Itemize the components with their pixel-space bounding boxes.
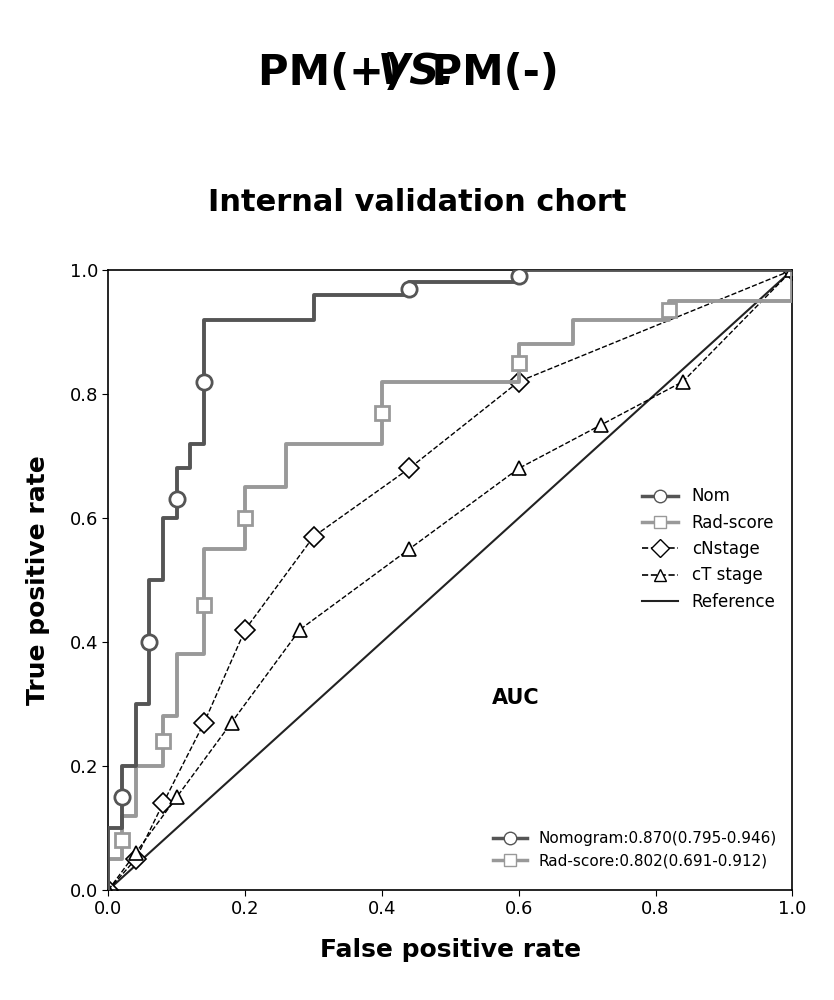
X-axis label: False positive rate: False positive rate — [319, 938, 581, 962]
Text: AUC: AUC — [491, 688, 539, 708]
Text: PM(-): PM(-) — [417, 52, 559, 94]
Legend: Nomogram:0.870(0.795-0.946), Rad-score:0.802(0.691-0.912): Nomogram:0.870(0.795-0.946), Rad-score:0… — [485, 823, 785, 876]
Text: VS.: VS. — [378, 52, 456, 94]
Text: Internal validation chort: Internal validation chort — [208, 188, 626, 217]
Text: PM(+): PM(+) — [258, 52, 417, 94]
Y-axis label: True positive rate: True positive rate — [26, 455, 50, 705]
